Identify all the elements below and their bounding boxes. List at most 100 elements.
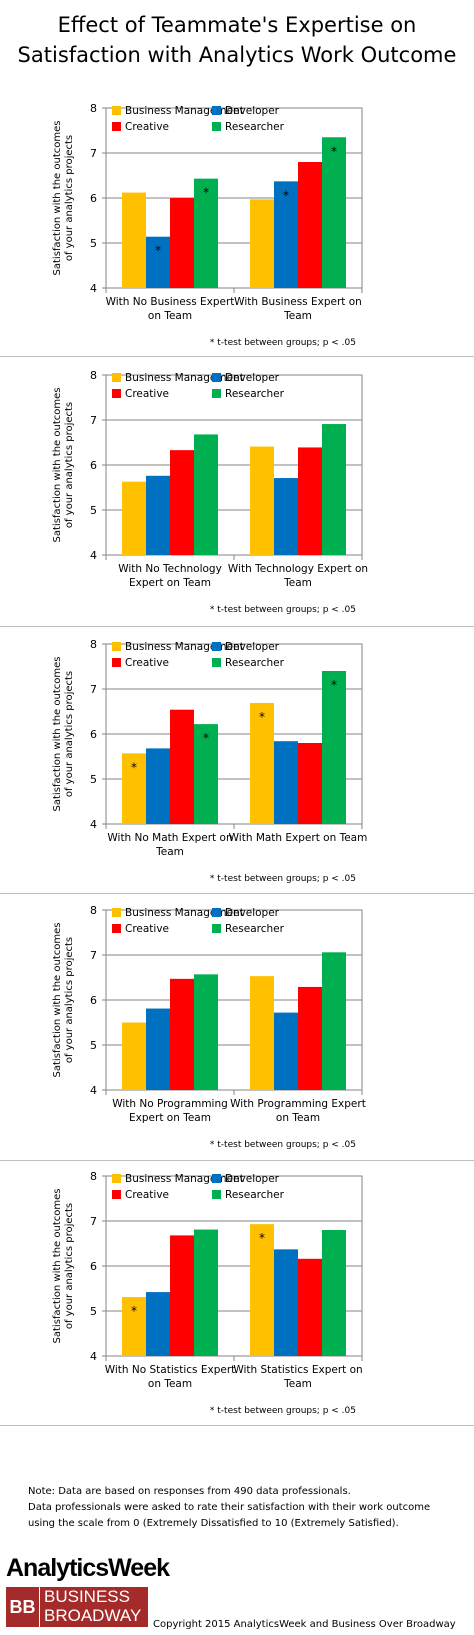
bar xyxy=(322,671,346,824)
footnote: * t-test between groups; p < .05 xyxy=(210,1406,356,1416)
y-axis-label: Satisfaction with the outcomes of your an… xyxy=(52,923,75,1078)
bar xyxy=(298,1258,322,1356)
y-tick-label: 5 xyxy=(90,1039,97,1052)
chart-panel-math: 4 5 6 7 8 Satisfaction with the outcomes of yo… xyxy=(0,632,474,888)
legend-label: Researcher xyxy=(225,121,285,133)
bar xyxy=(194,178,218,288)
legend-label: Researcher xyxy=(225,657,285,669)
bar xyxy=(322,1230,346,1356)
legend-label: Developer xyxy=(225,1173,280,1185)
y-axis-label-line: Satisfaction with the outcomes xyxy=(52,1189,63,1344)
legend-label: Developer xyxy=(225,105,280,117)
y-tick-label: 8 xyxy=(90,638,97,651)
category-label: on Team xyxy=(148,1378,192,1390)
category-label: With Business Expert on xyxy=(234,296,362,308)
legend-label: Researcher xyxy=(225,388,285,400)
legend-label: Developer xyxy=(225,907,280,919)
bar xyxy=(274,1249,298,1356)
divider xyxy=(0,1160,474,1161)
significance-mark: * xyxy=(155,244,161,258)
y-tick-label: 8 xyxy=(90,1170,97,1183)
legend-label: Developer xyxy=(225,641,280,653)
y-axis-label-line: of your analytics projects xyxy=(64,937,75,1063)
y-axis-label-line: of your analytics projects xyxy=(64,402,75,528)
analyticsweek-logo: AnalyticsWeek xyxy=(6,1554,170,1582)
title-line-2: Satisfaction with Analytics Work Outcome xyxy=(17,43,457,67)
bob-line-2: BROADWAY xyxy=(44,1606,142,1625)
category-label: Team xyxy=(283,577,312,589)
category-label: Team xyxy=(283,1378,312,1390)
bar xyxy=(322,424,346,555)
y-tick-label: 5 xyxy=(90,237,97,250)
legend-swatch xyxy=(112,1190,121,1199)
category-label: on Team xyxy=(276,1112,320,1124)
legend-swatch xyxy=(112,924,121,933)
bar xyxy=(146,1292,170,1356)
legend-label: Creative xyxy=(125,923,169,935)
y-axis-label: Satisfaction with the outcomes of your an… xyxy=(52,1189,75,1344)
chart-panel-programming: 4 5 6 7 8 Satisfaction with the outcomes of yo… xyxy=(0,898,474,1154)
bar xyxy=(274,181,298,288)
divider xyxy=(0,626,474,627)
y-tick-label: 8 xyxy=(90,904,97,917)
y-tick-label: 6 xyxy=(90,192,97,205)
bar xyxy=(298,162,322,288)
chart-svg: 4 5 6 7 8 Satisfaction with the outcomes of yo… xyxy=(52,638,368,884)
bar xyxy=(146,1008,170,1090)
y-axis-label-line: of your analytics projects xyxy=(64,135,75,261)
footnote: * t-test between groups; p < .05 xyxy=(210,874,356,884)
y-tick-label: 5 xyxy=(90,1305,97,1318)
bar xyxy=(194,434,218,555)
legend-swatch xyxy=(212,908,221,917)
y-axis-label: Satisfaction with the outcomes of your an… xyxy=(52,657,75,812)
bar xyxy=(122,1297,146,1356)
footnote: * t-test between groups; p < .05 xyxy=(210,605,356,615)
category-label: With No Programming xyxy=(112,1098,228,1110)
legend-swatch xyxy=(212,373,221,382)
significance-mark: * xyxy=(203,731,209,745)
y-axis-label-line: Satisfaction with the outcomes xyxy=(52,121,63,276)
category-label: With Math Expert on Team xyxy=(229,832,368,844)
legend-swatch xyxy=(212,122,221,131)
bar xyxy=(170,1235,194,1356)
category-label: With Programming Expert xyxy=(230,1098,366,1110)
significance-mark: * xyxy=(259,1231,265,1245)
y-axis-label-line: of your analytics projects xyxy=(64,671,75,797)
legend-swatch xyxy=(212,642,221,651)
category-label: With No Statistics Expert xyxy=(105,1364,236,1376)
bar xyxy=(322,137,346,288)
bar xyxy=(170,709,194,824)
y-tick-label: 4 xyxy=(90,282,97,295)
y-tick-label: 4 xyxy=(90,818,97,831)
bar xyxy=(298,743,322,824)
divider xyxy=(0,356,474,357)
legend-swatch xyxy=(212,924,221,933)
divider xyxy=(0,893,474,894)
bar xyxy=(146,748,170,824)
legend-swatch xyxy=(212,1190,221,1199)
category-label: Expert on Team xyxy=(129,577,211,589)
legend-label: Creative xyxy=(125,1189,169,1201)
legend-swatch xyxy=(112,658,121,667)
note: Note: Data are based on responses from 4… xyxy=(28,1484,430,1532)
chart-svg: 4 5 6 7 8 Satisfaction with the outcomes of yo… xyxy=(52,904,366,1150)
bar xyxy=(274,478,298,555)
chart-panel-technology: 4 5 6 7 8 Satisfaction with the outcomes of yo… xyxy=(0,363,474,620)
y-tick-label: 5 xyxy=(90,773,97,786)
note-line-3: using the scale from 0 (Extremely Dissat… xyxy=(28,1518,399,1529)
bar xyxy=(194,1229,218,1356)
significance-mark: * xyxy=(283,188,289,202)
y-axis-label-line: Satisfaction with the outcomes xyxy=(52,923,63,1078)
y-tick-label: 8 xyxy=(90,369,97,382)
y-tick-label: 6 xyxy=(90,728,97,741)
y-tick-label: 4 xyxy=(90,549,97,562)
y-tick-label: 8 xyxy=(90,102,97,115)
bar xyxy=(122,481,146,555)
bar xyxy=(250,702,274,824)
page-title: Effect of Teammate's Expertise on Satisf… xyxy=(0,10,474,70)
bar xyxy=(170,978,194,1090)
y-tick-label: 7 xyxy=(90,147,97,160)
category-label: Expert on Team xyxy=(129,1112,211,1124)
bar xyxy=(170,198,194,288)
legend-swatch xyxy=(112,389,121,398)
